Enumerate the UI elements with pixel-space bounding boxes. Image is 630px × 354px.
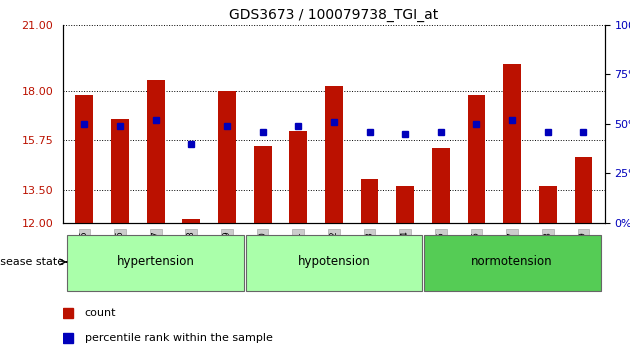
Text: percentile rank within the sample: percentile rank within the sample: [84, 333, 273, 343]
FancyBboxPatch shape: [67, 235, 244, 291]
Bar: [503, 64, 521, 223]
Text: hypotension: hypotension: [297, 256, 370, 268]
Bar: [76, 95, 93, 223]
Text: normotension: normotension: [471, 256, 553, 268]
Bar: [432, 148, 450, 223]
Title: GDS3673 / 100079738_TGI_at: GDS3673 / 100079738_TGI_at: [229, 8, 438, 22]
Bar: [575, 157, 592, 223]
Text: count: count: [84, 308, 116, 318]
Bar: [254, 146, 272, 223]
Bar: [111, 120, 129, 223]
Bar: [467, 95, 485, 223]
FancyBboxPatch shape: [246, 235, 422, 291]
Bar: [539, 185, 557, 223]
Text: disease state: disease state: [0, 257, 64, 267]
Text: hypertension: hypertension: [117, 256, 195, 268]
Bar: [289, 131, 307, 223]
Bar: [325, 86, 343, 223]
Bar: [218, 91, 236, 223]
Bar: [360, 179, 379, 223]
FancyBboxPatch shape: [424, 235, 600, 291]
Bar: [183, 219, 200, 223]
Bar: [147, 80, 164, 223]
Bar: [396, 185, 414, 223]
